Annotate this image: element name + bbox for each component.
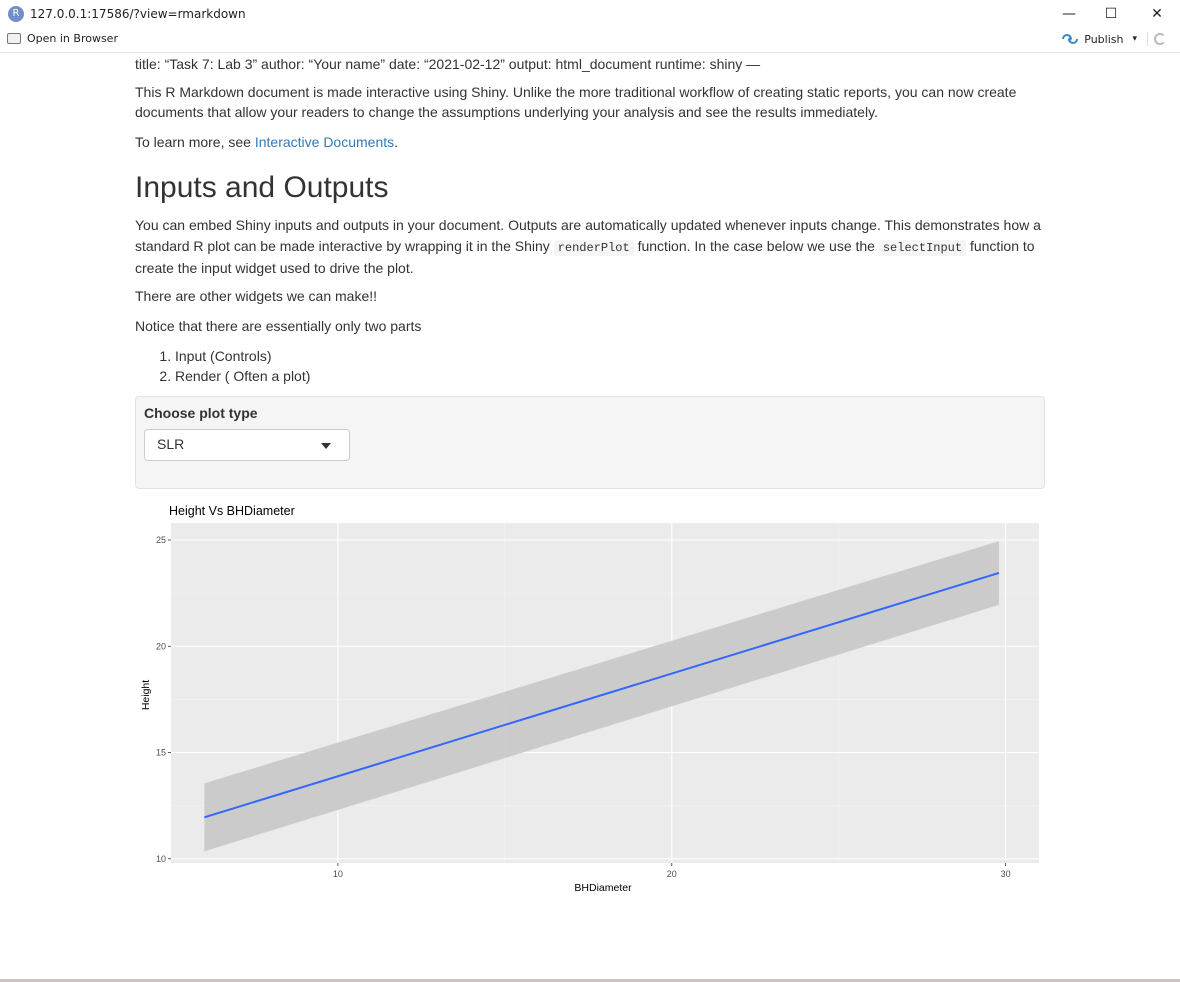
plot-type-select[interactable]: SLR bbox=[144, 429, 350, 461]
section-heading: Inputs and Outputs bbox=[135, 171, 389, 204]
minimize-button[interactable]: — bbox=[1062, 6, 1076, 22]
viewer-toolbar: Open in Browser Publish ▾ bbox=[0, 30, 1180, 53]
embed-text-a: You can embed Shiny inputs and outputs i… bbox=[135, 217, 1041, 254]
list-item: Render ( Often a plot) bbox=[175, 366, 310, 386]
y-tick-label: 25 bbox=[156, 535, 166, 545]
browser-icon bbox=[7, 33, 21, 44]
learn-more-suffix: . bbox=[394, 134, 399, 150]
list-item: Input (Controls) bbox=[175, 346, 310, 366]
plot-type-label: Choose plot type bbox=[144, 405, 258, 421]
embed-text-c: function to create the input widget used… bbox=[135, 237, 1035, 277]
regression-line bbox=[204, 571, 1000, 819]
window-titlebar: R 127.0.0.1:17586/?view=rmarkdown — ☐ ✕ bbox=[0, 0, 1180, 30]
y-tick-label: 10 bbox=[156, 854, 166, 864]
y-axis-label: Height bbox=[140, 680, 152, 710]
rstudio-icon: R bbox=[8, 6, 24, 22]
input-panel: Choose plot type SLR bbox=[135, 396, 1045, 489]
confidence-ribbon bbox=[204, 541, 999, 852]
embed-text-b: function. In the case below we use the bbox=[633, 237, 879, 254]
window-title: 127.0.0.1:17586/?view=rmarkdown bbox=[30, 7, 246, 21]
chart-title: Height Vs BHDiameter bbox=[169, 504, 295, 518]
parts-note: Notice that there are essentially only t… bbox=[135, 318, 422, 334]
embed-paragraph: You can embed Shiny inputs and outputs i… bbox=[135, 215, 1045, 279]
maximize-button[interactable]: ☐ bbox=[1104, 6, 1118, 22]
x-axis-label: BHDiameter bbox=[574, 882, 632, 894]
publish-button[interactable]: Publish ▾ bbox=[1061, 33, 1137, 46]
publish-label: Publish bbox=[1084, 32, 1124, 46]
regression-chart: 10 20 30 10 15 20 25 Height Vs BHDiameter BHDia… bbox=[140, 504, 1039, 894]
plot-type-selected-value: SLR bbox=[157, 436, 185, 452]
open-in-browser-label: Open in Browser bbox=[27, 32, 118, 45]
code-selectinput: selectInput bbox=[878, 239, 967, 256]
publish-dropdown-icon[interactable]: ▾ bbox=[1132, 34, 1137, 44]
parts-list: Input (Controls) Render ( Often a plot) bbox=[135, 346, 310, 386]
toolbar-divider bbox=[1147, 32, 1148, 46]
interactive-documents-link[interactable]: Interactive Documents bbox=[254, 134, 395, 150]
close-button[interactable]: ✕ bbox=[1151, 6, 1163, 22]
publish-icon bbox=[1062, 34, 1079, 44]
plot-output: 10 20 30 10 15 20 25 Height Vs BHDiameter BHDia… bbox=[135, 500, 1045, 900]
learn-more-paragraph: To learn more, see Interactive Documents… bbox=[135, 132, 398, 152]
y-tick-label: 15 bbox=[156, 748, 166, 758]
widgets-note: There are other widgets we can make!! bbox=[135, 288, 378, 304]
code-renderplot: renderPlot bbox=[553, 239, 634, 256]
open-in-browser-button[interactable]: Open in Browser bbox=[7, 32, 118, 45]
refresh-icon[interactable] bbox=[1154, 33, 1166, 45]
intro-paragraph: This R Markdown document is made interac… bbox=[135, 84, 1017, 120]
x-tick-label: 20 bbox=[667, 869, 677, 879]
x-tick-label: 30 bbox=[1001, 869, 1011, 879]
bottom-edge bbox=[0, 979, 1180, 982]
x-tick-label: 10 bbox=[333, 869, 343, 879]
learn-more-prefix: To learn more, see bbox=[135, 134, 255, 150]
chevron-down-icon bbox=[321, 443, 331, 449]
yaml-header-text: title: “Task 7: Lab 3” author: “Your nam… bbox=[135, 56, 761, 72]
y-tick-label: 20 bbox=[156, 641, 166, 651]
